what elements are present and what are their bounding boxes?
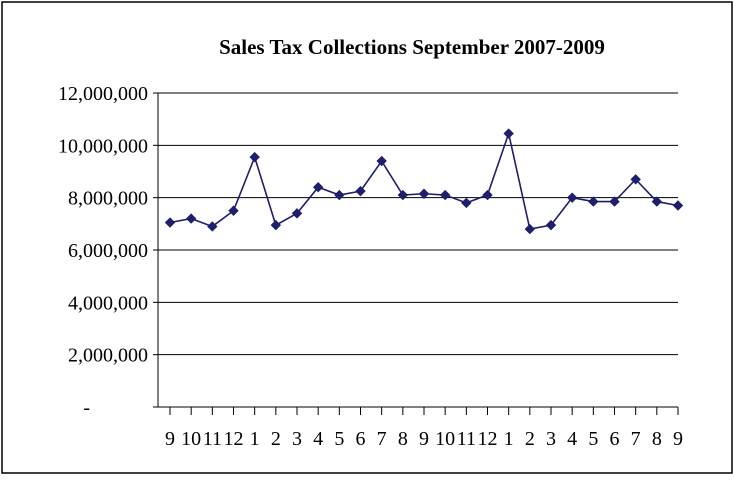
x-tick-label: 12 — [224, 428, 244, 450]
data-point — [651, 196, 663, 207]
x-tick-label: 5 — [588, 428, 598, 450]
data-point — [185, 213, 197, 224]
data-point — [482, 189, 493, 201]
y-tick-label: 2,000,000 — [68, 345, 148, 367]
data-point — [312, 181, 324, 193]
data-point — [164, 217, 176, 228]
x-tick-label: 6 — [356, 428, 366, 450]
data-point — [334, 189, 345, 201]
x-tick-label: 9 — [165, 428, 175, 450]
data-point — [524, 223, 536, 235]
y-tick-label: 10,000,000 — [58, 135, 148, 157]
x-tick-label: 5 — [334, 428, 344, 450]
y-tick-label: 8,000,000 — [68, 188, 148, 210]
x-tick-label: 8 — [398, 428, 408, 450]
x-tick-label: 11 — [457, 428, 476, 450]
data-point — [461, 197, 472, 209]
data-point — [228, 205, 239, 216]
y-tick-label: 12,000,000 — [58, 83, 148, 105]
data-point — [545, 219, 557, 231]
data-point — [630, 174, 641, 185]
data-point — [397, 189, 409, 201]
data-point — [566, 192, 578, 203]
x-tick-label: 10 — [435, 428, 455, 450]
y-axis-ticks: - 2,000,000 4,000,000 6,000,000 8,000,000 10,… — [58, 83, 158, 419]
data-point — [439, 189, 451, 201]
chart-title: Sales Tax Collections September 2007-200… — [219, 35, 605, 59]
gridlines — [158, 92, 678, 356]
series — [164, 128, 684, 235]
data-point — [291, 208, 303, 219]
data-point — [672, 200, 684, 211]
x-tick-label: 4 — [313, 428, 323, 450]
x-tick-label: 3 — [546, 428, 556, 450]
data-point — [355, 185, 366, 197]
x-tick-label: 1 — [504, 428, 514, 450]
data-point — [376, 155, 387, 167]
data-point — [503, 128, 514, 139]
x-tick-label: 3 — [292, 428, 302, 450]
x-tick-label: 12 — [478, 428, 498, 450]
x-tick-label: 2 — [525, 428, 535, 450]
x-tick-label: 8 — [652, 428, 662, 450]
y-tick-label: 6,000,000 — [68, 240, 148, 262]
x-tick-label: 1 — [250, 428, 260, 450]
x-tick-label: 7 — [631, 428, 641, 450]
x-tick-label: 10 — [181, 428, 201, 450]
x-tick-label: 9 — [419, 428, 429, 450]
x-tick-label: 2 — [271, 428, 281, 450]
data-point — [207, 221, 218, 232]
x-tick-label: 4 — [567, 428, 577, 450]
x-tick-label: 11 — [203, 428, 222, 450]
y-tick-label: - — [83, 397, 90, 419]
x-tick-label: 9 — [673, 428, 683, 450]
data-point — [270, 219, 282, 231]
data-point — [588, 196, 599, 207]
data-point — [418, 188, 430, 199]
data-point — [609, 196, 620, 207]
x-tick-label: 6 — [610, 428, 620, 450]
data-point — [249, 151, 260, 163]
x-tick-label: 7 — [377, 428, 387, 450]
y-tick-label: 4,000,000 — [68, 292, 148, 314]
x-axis-ticks: 9 10 11 12 1 2 3 4 5 6 7 8 9 10 11 12 1 2 3 4 5 6 7 8 9 — [165, 407, 683, 450]
